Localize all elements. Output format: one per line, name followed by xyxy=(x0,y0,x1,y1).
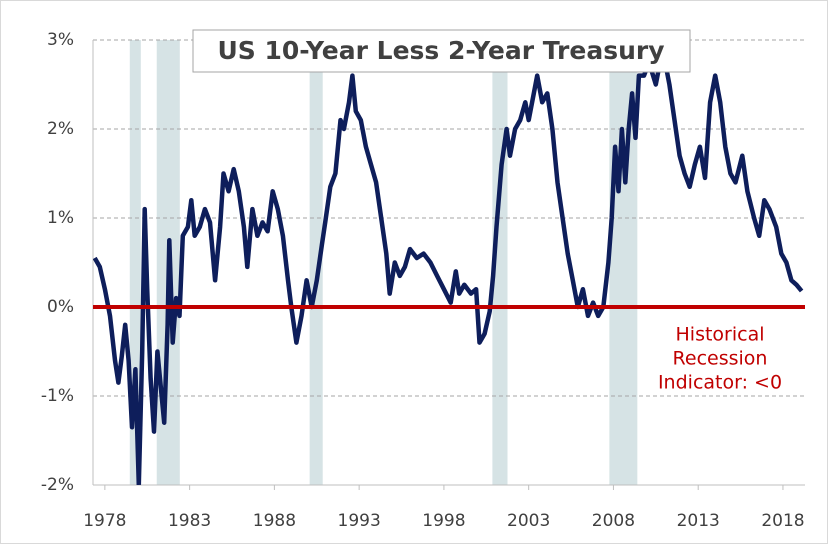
x-tick-label: 1983 xyxy=(168,511,211,531)
x-tick-label: 1978 xyxy=(83,511,126,531)
chart-title: US 10-Year Less 2-Year Treasury xyxy=(217,36,664,65)
marks xyxy=(93,46,804,485)
x-tick-label: 2018 xyxy=(761,511,804,531)
title-box xyxy=(192,29,691,73)
y-tick-label: 0% xyxy=(47,297,74,317)
grid xyxy=(92,39,805,490)
x-tick-label: 2008 xyxy=(592,511,635,531)
y-tick-label: -1% xyxy=(41,386,74,406)
x-tick-label: 1998 xyxy=(422,511,465,531)
x-tick-label: 2013 xyxy=(677,511,720,531)
x-tick-label: 1988 xyxy=(253,511,296,531)
recession-band xyxy=(129,40,141,485)
data-line xyxy=(93,46,804,485)
x-tick-label: 1993 xyxy=(338,511,381,531)
annotation: Recession xyxy=(673,348,768,370)
y-tick-label: 3% xyxy=(47,30,74,50)
x-tick-label: 2003 xyxy=(507,511,550,531)
labels: -2% -1% 0% 1% 2% 3% 1978 1983 1988 1993 1998 2003 20… xyxy=(41,30,805,531)
annotation: Indicator: <0 xyxy=(658,372,782,394)
annotation: Historical xyxy=(676,324,765,346)
recession-band xyxy=(309,40,323,485)
y-tick-label: 2% xyxy=(47,119,74,139)
y-tick-label: -2% xyxy=(41,475,74,495)
y-tick-label: 1% xyxy=(47,208,74,228)
